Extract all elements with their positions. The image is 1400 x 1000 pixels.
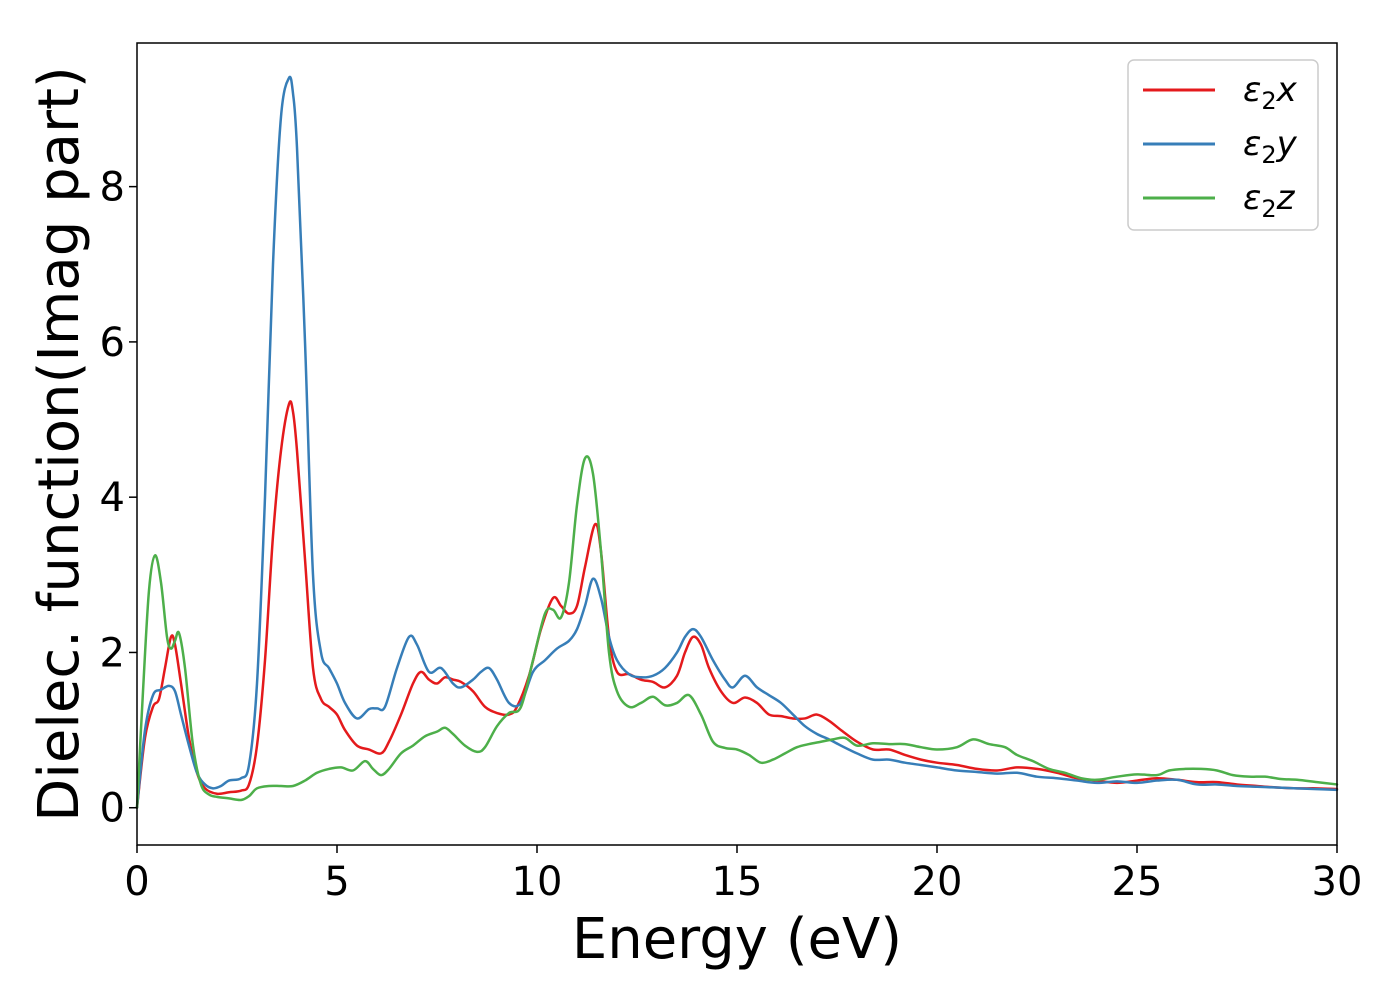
y-tick-label: 8 (100, 165, 125, 211)
x-tick-label: 25 (1112, 859, 1163, 905)
legend-label-x: ε2x (1243, 70, 1298, 115)
x-tick-label: 10 (512, 859, 563, 905)
series-line-z (135, 455, 1339, 809)
x-tick-label: 30 (1312, 859, 1363, 905)
legend-frame (1127, 59, 1319, 231)
y-tick-label: 0 (100, 786, 125, 832)
series-line-x (135, 400, 1339, 809)
y-tick-label: 2 (100, 630, 125, 676)
legend: ε2x ε2y ε2z (1127, 59, 1319, 231)
legend-label-y: ε2y (1243, 124, 1298, 169)
series-line-y (135, 75, 1339, 809)
x-tick-label: 20 (912, 859, 963, 905)
y-axis-title: Dielec. function(Imag part) (27, 66, 92, 822)
x-axis-title: Energy (eV) (572, 907, 902, 972)
legend-label-z: ε2z (1243, 178, 1296, 223)
y-tick-label: 4 (100, 475, 125, 521)
x-tick-label: 5 (324, 859, 349, 905)
x-axis-ticks: 0 5 10 15 20 25 30 (124, 845, 1362, 905)
y-axis-ticks: 0 2 4 6 8 (100, 165, 137, 832)
x-tick-label: 0 (124, 859, 149, 905)
x-tick-label: 15 (712, 859, 763, 905)
y-tick-label: 6 (100, 320, 125, 366)
series-layer (135, 75, 1339, 809)
